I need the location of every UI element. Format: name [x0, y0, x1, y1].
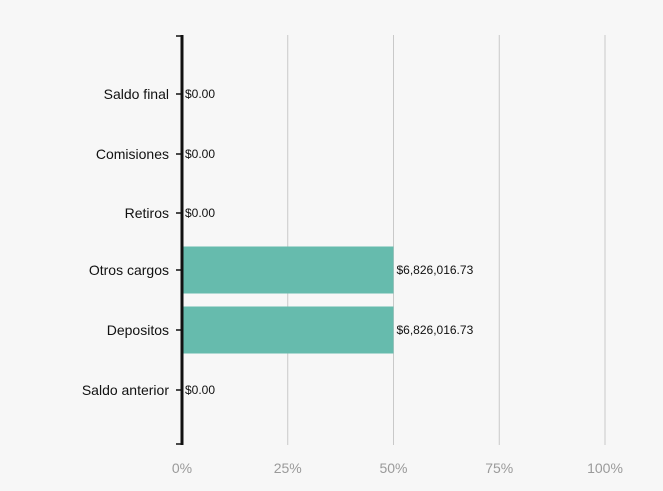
gridlines: [287, 35, 606, 445]
category-label: Depositos: [107, 322, 169, 338]
y-axis: [176, 35, 184, 445]
category-label: Retiros: [125, 205, 169, 221]
category-label: Saldo final: [104, 86, 169, 102]
category-label: Saldo anterior: [82, 382, 170, 398]
category-label: Otros cargos: [89, 262, 169, 278]
x-tick-label: 75%: [485, 460, 513, 476]
data-label: $0.00: [185, 147, 215, 161]
bars: [182, 246, 394, 354]
bar: [182, 246, 394, 294]
data-label: $0.00: [185, 87, 215, 101]
category-label: Comisiones: [96, 146, 169, 162]
x-tick-label: 50%: [379, 460, 407, 476]
bar: [182, 306, 394, 354]
x-tick-label: 0%: [172, 460, 192, 476]
data-label: $0.00: [185, 206, 215, 220]
data-label: $0.00: [185, 383, 215, 397]
x-tick-label: 25%: [274, 460, 302, 476]
x-tick-label: 100%: [587, 460, 623, 476]
data-label: $6,826,016.73: [397, 323, 474, 337]
data-label: $6,826,016.73: [397, 263, 474, 277]
labels: 0% 25% 50% 75% 100% Saldo final $0.00 Comisione…: [82, 86, 623, 476]
